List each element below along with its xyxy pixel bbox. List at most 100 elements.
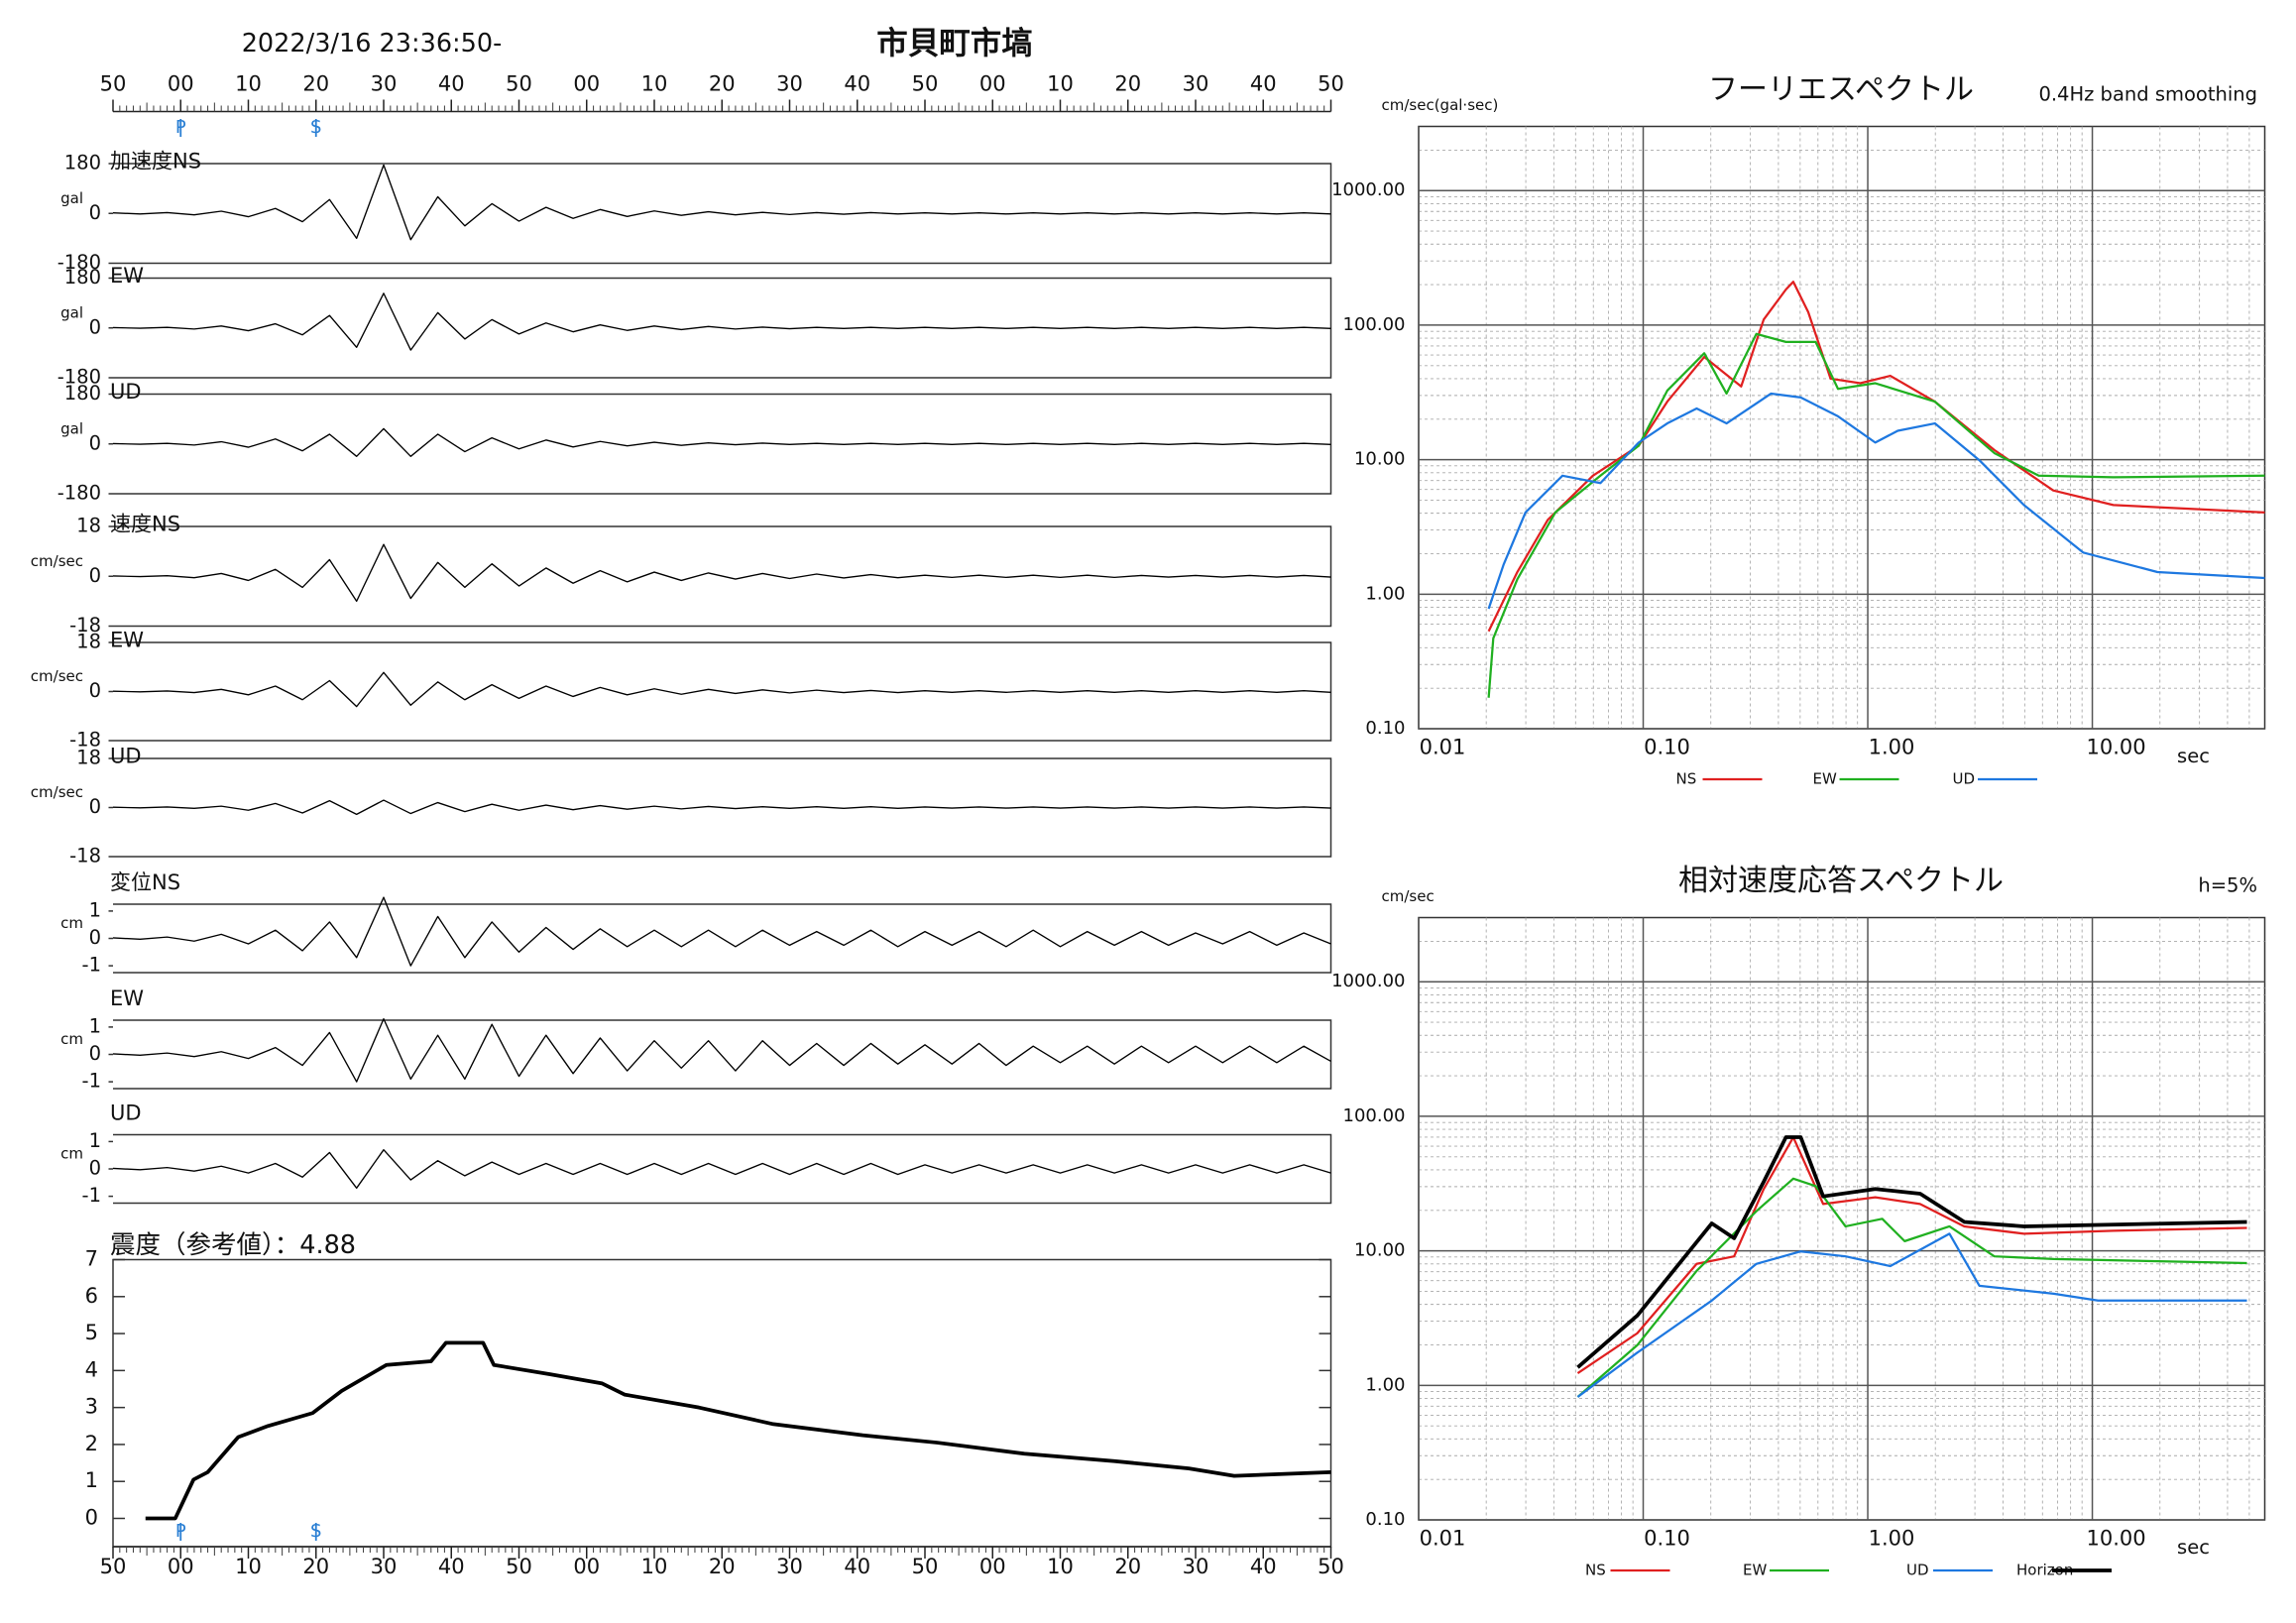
x-tick-label: 50 <box>1318 72 1344 96</box>
legend-label: NS <box>1585 1562 1606 1579</box>
phase-label: S <box>310 1521 321 1542</box>
x-tick-label: 40 <box>844 1555 870 1578</box>
y-tick-label: 1 <box>85 1468 98 1492</box>
chart-subtitle: h=5% <box>2198 874 2257 897</box>
y-tick-label: 1000.00 <box>1331 179 1405 200</box>
waveform <box>112 799 1331 816</box>
x-tick-label: 30 <box>1183 72 1209 96</box>
plot-frame <box>1418 916 2266 1521</box>
spectrum-line <box>1487 392 2265 610</box>
y-tick-label: 100.00 <box>1343 1105 1406 1126</box>
y-tick-label: 10.00 <box>1354 449 1406 470</box>
y-tick-label: -180 <box>57 482 101 505</box>
x-tick-label: 20 <box>709 72 736 96</box>
series-name: EW <box>110 629 144 652</box>
x-tick-label: 40 <box>844 72 870 96</box>
x-tick-label: 0.01 <box>1420 736 1466 759</box>
y-tick-label: 0 <box>89 315 101 338</box>
y-tick-label: 1.00 <box>1365 583 1405 604</box>
y-tick-label: 1000.00 <box>1331 971 1405 991</box>
unit-label: gal <box>60 189 83 207</box>
y-tick-label: 3 <box>85 1395 98 1419</box>
chart-subtitle: 0.4Hz band smoothing <box>2038 83 2257 106</box>
waveform <box>112 543 1331 603</box>
y-tick-label: -1 <box>82 1070 101 1093</box>
y-tick-label: 1 <box>89 1129 101 1152</box>
legend-label: Horizon <box>2016 1562 2073 1579</box>
datetime: 2022/3/16 23:36:50- <box>242 29 503 58</box>
y-tick-label: -180 <box>57 366 101 389</box>
spectrum-line <box>1487 281 2265 633</box>
x-tick-label: 50 <box>912 1555 939 1578</box>
spectrum-line <box>1487 332 2265 698</box>
series-name: UD <box>110 380 142 404</box>
y-tick-label: 0.10 <box>1365 718 1405 739</box>
legend-label: EW <box>1743 1562 1767 1579</box>
y-tick-label: 180 <box>64 382 101 405</box>
y-tick-label: 0 <box>89 926 101 949</box>
waveform <box>112 292 1331 351</box>
x-tick-label: 50 <box>100 1555 127 1578</box>
x-tick-label: 40 <box>438 72 465 96</box>
x-tick-label: 30 <box>776 72 803 96</box>
y-tick-label: -18 <box>69 845 101 868</box>
unit-label: cm/sec <box>31 667 83 685</box>
chart-title: フーリエスペクトル <box>1708 72 1974 107</box>
spectrum-line <box>1576 1135 2247 1369</box>
x-tick-label: 0.10 <box>1644 1527 1690 1551</box>
y-tick-label: 18 <box>76 631 101 653</box>
x-tick-label: 0.01 <box>1420 1527 1466 1551</box>
spectrum-line <box>1576 1177 2247 1398</box>
unit-label: cm <box>60 914 83 932</box>
chart-title: 震度（参考値）：4.88 <box>110 1230 356 1260</box>
legend-label: EW <box>1813 770 1837 788</box>
series-name: UD <box>110 745 142 768</box>
spectrum-line <box>1576 1232 2247 1398</box>
y-tick-label: 0 <box>89 1042 101 1065</box>
panel-frame <box>113 1133 1332 1205</box>
x-tick-label: 00 <box>979 1555 1006 1578</box>
y-axis-label: cm/sec <box>1382 887 1435 905</box>
y-tick-label: 0 <box>89 564 101 587</box>
x-tick-label: 10.00 <box>2086 736 2145 759</box>
y-tick-label: -18 <box>69 729 101 752</box>
y-tick-label: 0 <box>89 1157 101 1180</box>
y-tick-label: 18 <box>76 747 101 769</box>
legend-label: UD <box>1953 770 1976 788</box>
y-tick-label: 0 <box>85 1506 98 1530</box>
series-name: UD <box>110 1101 142 1125</box>
phase-label: S <box>310 117 321 138</box>
x-tick-label: 10.00 <box>2086 1527 2145 1551</box>
x-axis-unit: sec <box>2177 745 2210 767</box>
x-tick-label: 20 <box>1114 1555 1141 1578</box>
unit-label: gal <box>60 303 83 321</box>
series-name: 加速度NS <box>110 150 201 174</box>
station-name: 市貝町市塙 <box>876 25 1033 61</box>
y-tick-label: 0 <box>89 431 101 454</box>
x-tick-label: 1.00 <box>1869 1527 1915 1551</box>
legend-label: UD <box>1906 1562 1929 1579</box>
series-name: 速度NS <box>110 513 180 536</box>
y-tick-label: 180 <box>64 152 101 174</box>
legend-label: NS <box>1676 770 1697 788</box>
y-tick-label: 100.00 <box>1343 314 1406 335</box>
x-tick-label: 10 <box>1047 1555 1074 1578</box>
panel-frame <box>113 525 1332 628</box>
waveform <box>112 671 1331 708</box>
unit-label: gal <box>60 419 83 437</box>
y-axis-label: cm/sec(gal·sec) <box>1382 96 1499 114</box>
unit-label: cm <box>60 1030 83 1048</box>
x-tick-label: 30 <box>371 72 398 96</box>
x-tick-label: 40 <box>1250 72 1277 96</box>
x-tick-label: 50 <box>506 72 532 96</box>
x-tick-label: 20 <box>1114 72 1141 96</box>
x-tick-label: 20 <box>302 72 329 96</box>
unit-label: cm/sec <box>31 783 83 801</box>
x-tick-label: 10 <box>235 1555 262 1578</box>
y-tick-label: -1 <box>82 1184 101 1207</box>
x-tick-label: 0.10 <box>1644 736 1690 759</box>
chart-title: 相対速度応答スペクトル <box>1678 864 2004 898</box>
series-name: EW <box>110 264 144 288</box>
spectrum-line <box>1576 1135 2247 1375</box>
